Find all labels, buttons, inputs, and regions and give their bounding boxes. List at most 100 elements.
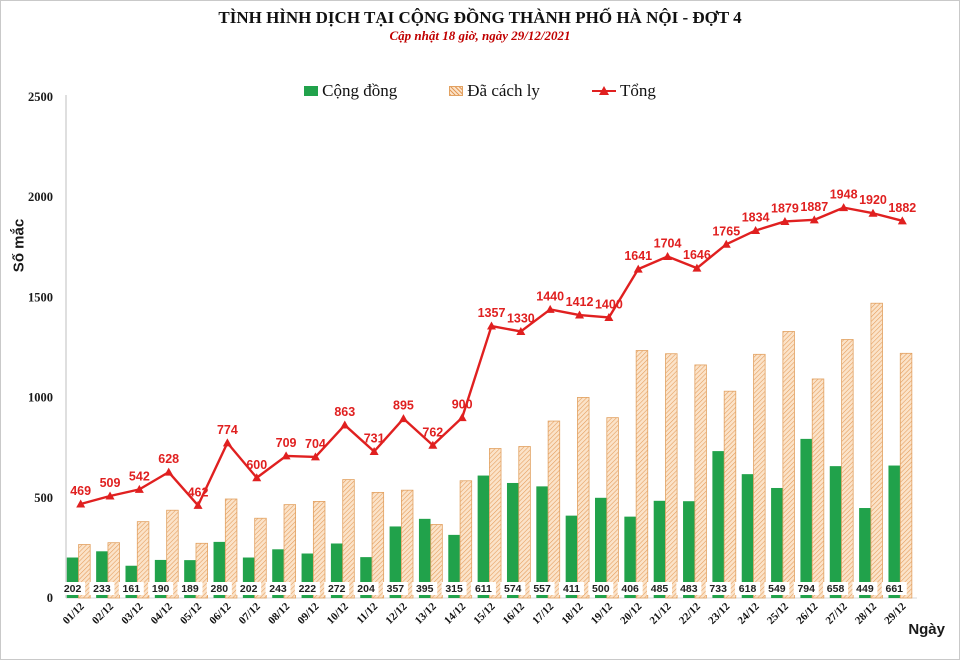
svg-text:24/12: 24/12 (736, 600, 763, 627)
svg-text:08/12: 08/12 (266, 600, 293, 627)
svg-text:189: 189 (181, 583, 199, 595)
legend-item-da-cach-ly: Đã cách ly (449, 81, 540, 101)
svg-text:1500: 1500 (28, 290, 53, 304)
svg-text:1948: 1948 (830, 188, 858, 202)
svg-text:542: 542 (129, 469, 150, 483)
svg-text:731: 731 (364, 432, 385, 446)
svg-text:202: 202 (240, 583, 258, 595)
svg-text:1704: 1704 (654, 237, 682, 251)
svg-text:16/12: 16/12 (501, 600, 528, 627)
svg-text:06/12: 06/12 (207, 600, 234, 627)
svg-text:863: 863 (334, 405, 355, 419)
green-bar-swatch-icon (304, 86, 319, 96)
legend-label-cong-dong: Cộng đồng (322, 81, 398, 100)
svg-text:1834: 1834 (742, 210, 770, 224)
legend-label-da-cach-ly: Đã cách ly (467, 81, 540, 100)
svg-text:03/12: 03/12 (119, 600, 146, 627)
svg-text:11/12: 11/12 (354, 600, 380, 626)
svg-text:658: 658 (827, 583, 845, 595)
svg-text:406: 406 (621, 583, 639, 595)
svg-text:1920: 1920 (859, 193, 887, 207)
svg-text:733: 733 (709, 583, 727, 595)
svg-text:411: 411 (563, 583, 580, 595)
svg-text:23/12: 23/12 (706, 600, 733, 627)
legend-item-cong-dong: Cộng đồng (304, 81, 397, 101)
svg-text:469: 469 (70, 484, 91, 498)
svg-text:485: 485 (651, 583, 669, 595)
svg-text:1412: 1412 (566, 295, 594, 309)
svg-text:618: 618 (739, 583, 757, 595)
svg-text:28/12: 28/12 (853, 600, 880, 627)
svg-text:19/12: 19/12 (589, 600, 616, 627)
svg-text:2500: 2500 (28, 90, 53, 104)
hatched-bar-swatch-icon (449, 86, 464, 96)
svg-text:29/12: 29/12 (882, 600, 909, 627)
svg-text:280: 280 (211, 583, 229, 595)
svg-text:222: 222 (299, 583, 317, 595)
svg-text:14/12: 14/12 (442, 600, 469, 627)
red-line-marker-icon (591, 86, 616, 96)
svg-text:190: 190 (152, 583, 170, 595)
svg-text:509: 509 (100, 476, 121, 490)
legend-label-tong: Tổng (619, 81, 656, 100)
svg-text:661: 661 (885, 583, 903, 595)
svg-text:1882: 1882 (888, 201, 916, 215)
svg-text:21/12: 21/12 (647, 600, 674, 627)
svg-text:774: 774 (217, 423, 238, 437)
svg-text:26/12: 26/12 (794, 600, 821, 627)
svg-text:500: 500 (592, 583, 610, 595)
svg-text:1887: 1887 (800, 200, 828, 214)
svg-text:18/12: 18/12 (559, 600, 586, 627)
svg-text:01/12: 01/12 (61, 600, 88, 627)
svg-text:1879: 1879 (771, 201, 799, 215)
svg-text:315: 315 (445, 583, 463, 595)
svg-text:549: 549 (768, 583, 786, 595)
svg-text:1000: 1000 (28, 391, 53, 405)
svg-text:2000: 2000 (28, 190, 53, 204)
svg-text:05/12: 05/12 (178, 600, 205, 627)
svg-text:900: 900 (452, 398, 473, 412)
svg-text:709: 709 (276, 436, 297, 450)
svg-text:462: 462 (188, 485, 209, 499)
svg-text:243: 243 (269, 583, 287, 595)
svg-text:483: 483 (680, 583, 698, 595)
svg-text:12/12: 12/12 (383, 600, 410, 627)
svg-text:611: 611 (475, 583, 492, 595)
svg-text:0: 0 (47, 591, 53, 605)
svg-text:600: 600 (246, 458, 267, 472)
svg-text:15/12: 15/12 (471, 600, 498, 627)
svg-text:04/12: 04/12 (149, 600, 176, 627)
svg-text:1440: 1440 (536, 289, 564, 303)
svg-text:09/12: 09/12 (295, 600, 322, 627)
svg-text:794: 794 (797, 583, 815, 595)
svg-text:233: 233 (93, 583, 111, 595)
svg-text:895: 895 (393, 399, 414, 413)
legend: Cộng đồng Đã cách ly Tổng (1, 81, 959, 101)
svg-text:1641: 1641 (624, 249, 652, 263)
legend-item-tong: Tổng (591, 81, 656, 101)
svg-text:02/12: 02/12 (90, 600, 117, 627)
svg-text:1357: 1357 (478, 306, 506, 320)
svg-text:1646: 1646 (683, 248, 711, 262)
svg-text:204: 204 (357, 583, 375, 595)
svg-text:20/12: 20/12 (618, 600, 645, 627)
svg-text:17/12: 17/12 (530, 600, 557, 627)
svg-text:10/12: 10/12 (325, 600, 352, 627)
svg-text:1400: 1400 (595, 297, 623, 311)
svg-text:1330: 1330 (507, 311, 535, 325)
svg-text:272: 272 (328, 583, 346, 595)
chart-subtitle: Cập nhật 18 giờ, ngày 29/12/2021 (389, 28, 571, 43)
svg-text:161: 161 (123, 583, 141, 595)
svg-text:449: 449 (856, 583, 874, 595)
svg-text:13/12: 13/12 (413, 600, 440, 627)
svg-text:628: 628 (158, 452, 179, 466)
svg-text:395: 395 (416, 583, 434, 595)
x-axis-title: Ngày (908, 621, 945, 638)
svg-text:202: 202 (64, 583, 82, 595)
svg-text:1765: 1765 (712, 224, 740, 238)
svg-text:574: 574 (504, 583, 522, 595)
svg-text:07/12: 07/12 (237, 600, 264, 627)
svg-text:25/12: 25/12 (765, 600, 792, 627)
